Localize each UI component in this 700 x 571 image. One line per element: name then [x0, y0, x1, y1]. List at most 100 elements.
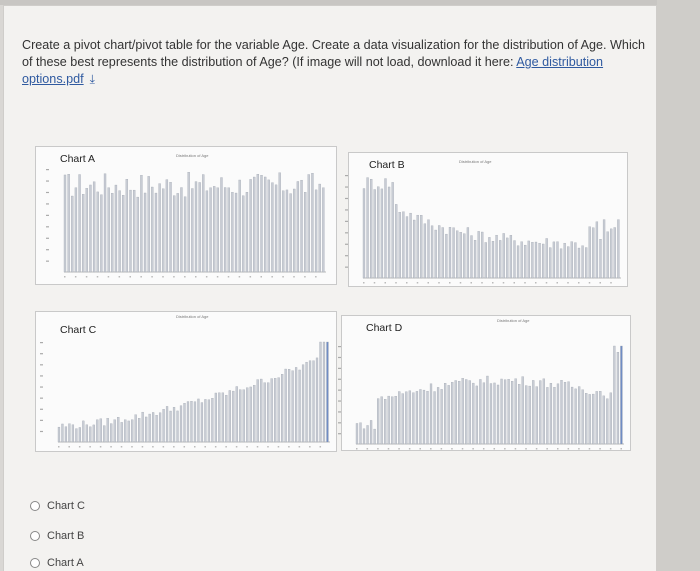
histogram-bar [416, 214, 419, 279]
histogram-bar [448, 227, 452, 279]
x-tick-mark [557, 448, 559, 450]
histogram-bar [486, 375, 489, 445]
histogram-bar [319, 341, 322, 443]
histogram-bar [518, 384, 521, 445]
histogram-bar [216, 187, 219, 273]
histogram-bar [436, 387, 440, 445]
x-tick-mark [129, 276, 131, 278]
histogram-bar [452, 227, 455, 279]
y-tick-mark [338, 356, 341, 359]
histogram-bar [274, 378, 277, 443]
download-icon[interactable]: ⤓ [89, 72, 95, 86]
histogram-bar [451, 382, 454, 445]
histogram-bar [585, 393, 588, 445]
age-distribution-link[interactable]: Age distribution options.pdf [22, 55, 604, 86]
histogram-bar [616, 352, 620, 445]
x-tick-mark [246, 446, 248, 448]
y-tick-mark [46, 203, 49, 205]
x-tick-mark [513, 282, 515, 284]
histogram-bar [235, 386, 238, 443]
histogram-bar [574, 388, 577, 445]
x-tick-mark [152, 446, 154, 448]
histogram-bar [249, 179, 252, 273]
histogram-bar [503, 379, 507, 445]
histogram-bar [610, 228, 613, 279]
histogram-bar [263, 176, 267, 273]
histogram-bar [434, 229, 437, 279]
histogram-bar [531, 242, 534, 279]
histogram-bar [438, 225, 441, 279]
histogram-bar [567, 246, 570, 279]
radio-icon[interactable] [30, 531, 40, 541]
y-tick-mark [40, 353, 43, 355]
histogram-bar [315, 357, 319, 443]
histogram-bar [458, 381, 461, 445]
histogram-bar [456, 230, 459, 279]
histogram-bar [267, 179, 270, 273]
histogram-bar [204, 399, 207, 443]
chart-d-image: Chart D Distribution of Age [338, 315, 631, 451]
histogram-bar [151, 186, 154, 273]
histogram-bar [122, 195, 125, 273]
chart-d-mini-title: Distribution of Age [497, 318, 530, 323]
x-tick-mark [578, 448, 580, 450]
histogram-bar [214, 392, 217, 443]
histogram-bar [314, 189, 318, 273]
y-tick-mark [345, 266, 348, 268]
option-chart-a[interactable]: Chart A [30, 557, 84, 569]
x-tick-mark [58, 446, 60, 448]
histogram-bar [521, 376, 524, 445]
y-tick-mark [338, 367, 341, 369]
x-tick-mark [502, 282, 505, 284]
histogram-bar [420, 215, 423, 279]
option-chart-c[interactable]: Chart C [30, 500, 85, 512]
histogram-bar [291, 370, 294, 443]
option-chart-b[interactable]: Chart B [30, 530, 84, 542]
x-tick-mark [356, 448, 358, 450]
histogram-bar [110, 423, 113, 443]
x-tick-mark [599, 282, 601, 284]
histogram-bar [113, 419, 116, 443]
histogram-bar [190, 401, 193, 443]
histogram-bar [301, 364, 305, 443]
histogram-bar [507, 379, 510, 445]
histogram-bar [588, 394, 591, 445]
histogram-bar [179, 405, 183, 443]
radio-icon[interactable] [30, 558, 40, 568]
histogram-bar [499, 240, 502, 279]
histogram-bar [511, 381, 514, 445]
radio-icon[interactable] [30, 501, 40, 511]
histogram-bar [140, 175, 143, 273]
histogram-bar [183, 196, 187, 273]
histogram-bar [278, 172, 281, 273]
histogram-bar [285, 189, 289, 273]
y-tick-mark [46, 191, 49, 194]
x-tick-mark [599, 448, 601, 450]
chart-b-mini-title: Distribution of Age [459, 159, 492, 164]
histogram-bar [287, 369, 291, 443]
x-tick-mark [461, 448, 464, 450]
histogram-bar [106, 418, 109, 443]
histogram-bar [491, 241, 495, 279]
y-tick-mark [40, 408, 43, 410]
chart-a-image: Chart A Distribution of Age [35, 146, 337, 285]
histogram-bar [277, 377, 280, 443]
histogram-bar [422, 389, 426, 445]
x-tick-mark [173, 446, 175, 448]
histogram-bar [500, 378, 503, 445]
histogram-bar [380, 396, 383, 445]
histogram-bar [588, 226, 591, 279]
histogram-bar [322, 341, 326, 443]
histogram-bar [78, 174, 81, 273]
histogram-bar [429, 383, 433, 445]
histogram-bar [147, 176, 150, 273]
histogram-bar [454, 380, 457, 445]
histogram-bar [447, 385, 450, 445]
histogram-bar [535, 386, 538, 445]
histogram-bar [253, 385, 256, 443]
y-tick-mark [46, 169, 49, 171]
x-tick-mark [514, 448, 517, 450]
x-tick-mark [416, 282, 419, 284]
y-tick-mark [46, 214, 49, 216]
right-side-panel [657, 0, 700, 571]
